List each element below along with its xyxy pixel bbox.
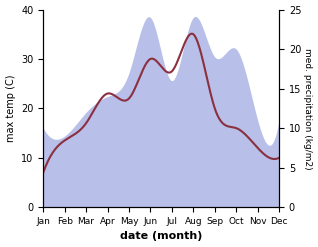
- X-axis label: date (month): date (month): [120, 231, 202, 242]
- Y-axis label: max temp (C): max temp (C): [5, 75, 16, 142]
- Y-axis label: med. precipitation (kg/m2): med. precipitation (kg/m2): [303, 48, 313, 169]
